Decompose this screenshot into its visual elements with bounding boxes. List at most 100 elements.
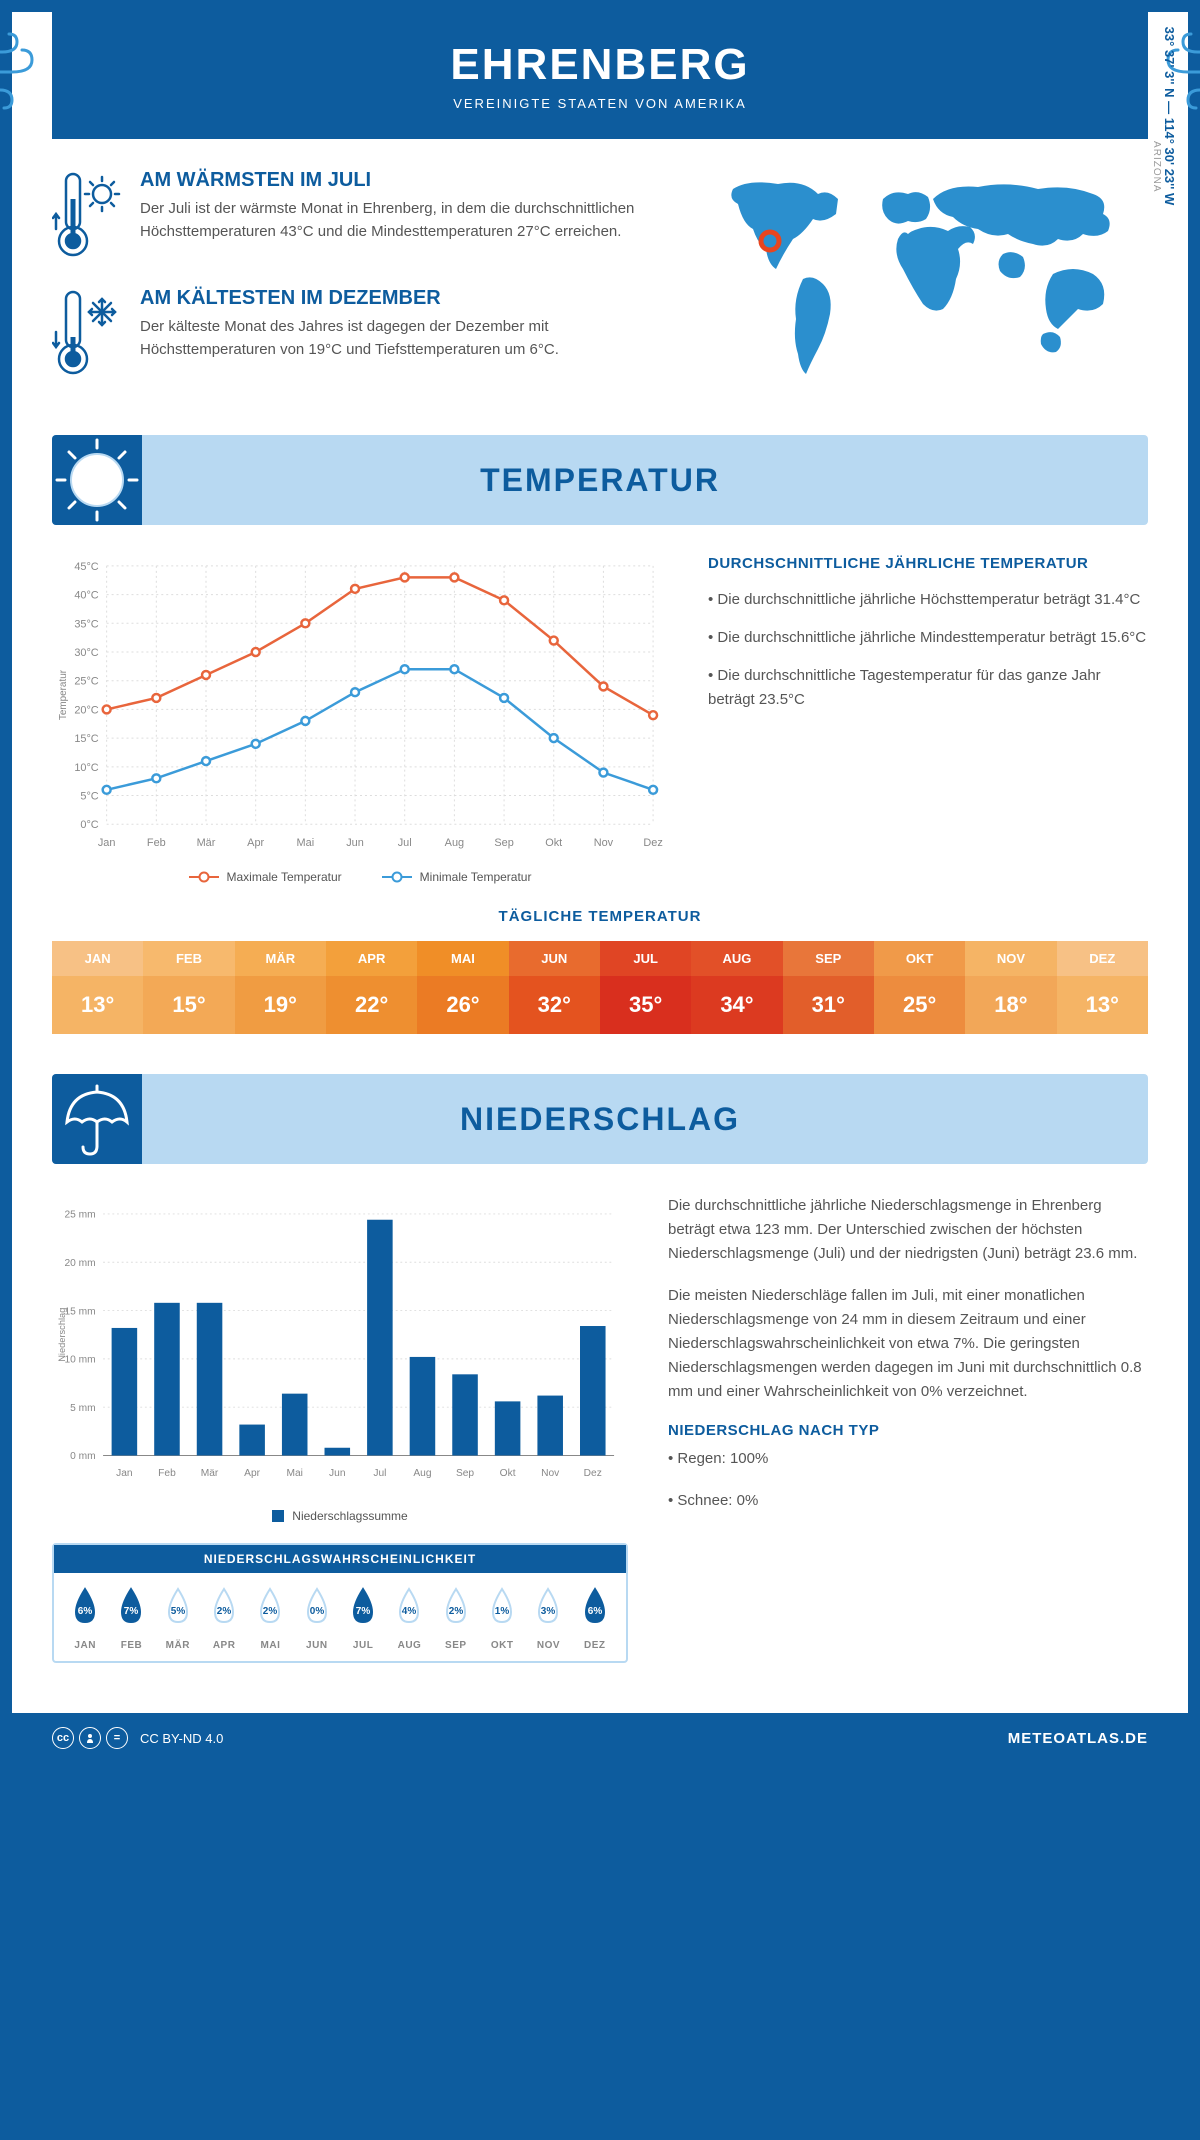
- svg-text:1%: 1%: [495, 1606, 510, 1617]
- prob-cell: 7% JUL: [340, 1587, 386, 1651]
- svg-text:20 mm: 20 mm: [64, 1258, 95, 1269]
- temperature-banner: TEMPERATUR: [52, 435, 1148, 525]
- svg-text:6%: 6%: [588, 1606, 603, 1617]
- prob-cell: 1% OKT: [479, 1587, 525, 1651]
- svg-text:7%: 7%: [356, 1606, 371, 1617]
- footer: cc = CC BY-ND 4.0 METEOATLAS.DE: [12, 1713, 1188, 1763]
- daily-cell: OKT 25°: [874, 941, 965, 1034]
- city-title: EHRENBERG: [72, 40, 1128, 90]
- svg-text:2%: 2%: [263, 1606, 278, 1617]
- svg-text:Aug: Aug: [445, 837, 464, 849]
- svg-text:20°C: 20°C: [74, 704, 98, 716]
- svg-text:0%: 0%: [310, 1606, 325, 1617]
- daily-cell: MÄR 19°: [235, 941, 326, 1034]
- svg-text:Dez: Dez: [584, 1468, 602, 1479]
- svg-text:Apr: Apr: [247, 837, 264, 849]
- svg-text:Aug: Aug: [413, 1468, 431, 1479]
- svg-text:Mai: Mai: [297, 837, 315, 849]
- warmest-text: Der Juli ist der wärmste Monat in Ehrenb…: [140, 198, 668, 243]
- prob-cell: 2% APR: [201, 1587, 247, 1651]
- map-block: ARIZONA 33° 37' 3'' N — 114° 30' 23'' W: [708, 169, 1148, 405]
- prob-cell: 7% FEB: [108, 1587, 154, 1651]
- svg-text:Jan: Jan: [98, 837, 116, 849]
- svg-text:Feb: Feb: [158, 1468, 176, 1479]
- svg-text:25°C: 25°C: [74, 676, 98, 688]
- svg-text:Feb: Feb: [147, 837, 166, 849]
- legend-precip: Niederschlagssumme: [272, 1509, 407, 1523]
- daily-cell: DEZ 13°: [1057, 941, 1148, 1034]
- daily-cell: JUL 35°: [600, 941, 691, 1034]
- svg-text:7%: 7%: [124, 1606, 139, 1617]
- daily-cell: MAI 26°: [417, 941, 508, 1034]
- svg-text:15 mm: 15 mm: [64, 1306, 95, 1317]
- svg-text:25 mm: 25 mm: [64, 1210, 95, 1221]
- precipitation-title: NIEDERSCHLAG: [142, 1101, 1148, 1138]
- coldest-title: AM KÄLTESTEN IM DEZEMBER: [140, 287, 668, 310]
- svg-text:Okt: Okt: [545, 837, 562, 849]
- legend-min: .legend-item:nth-child(2) .legend-line::…: [382, 870, 532, 884]
- svg-text:Nov: Nov: [594, 837, 614, 849]
- world-map: [708, 169, 1148, 399]
- daily-cell: AUG 34°: [691, 941, 782, 1034]
- daily-cell: APR 22°: [326, 941, 417, 1034]
- daily-temperature-grid: JAN 13° FEB 15° MÄR 19° APR 22° MAI 26° …: [52, 941, 1148, 1034]
- coldest-text: Der kälteste Monat des Jahres ist dagege…: [140, 316, 668, 361]
- site-name: METEOATLAS.DE: [1008, 1730, 1148, 1747]
- svg-text:Temperatur: Temperatur: [58, 669, 69, 720]
- svg-text:0 mm: 0 mm: [70, 1451, 96, 1462]
- daily-temp-title: TÄGLICHE TEMPERATUR: [12, 908, 1188, 925]
- header: EHRENBERG VEREINIGTE STAATEN VON AMERIKA: [52, 12, 1148, 139]
- prob-cell: 4% AUG: [386, 1587, 432, 1651]
- country-subtitle: VEREINIGTE STAATEN VON AMERIKA: [72, 96, 1128, 111]
- probability-box: NIEDERSCHLAGSWAHRSCHEINLICHKEIT 6% JAN 7…: [52, 1543, 628, 1663]
- prob-cell: 6% DEZ: [572, 1587, 618, 1651]
- svg-text:5 mm: 5 mm: [70, 1403, 96, 1414]
- thermometer-snow-icon: [52, 287, 122, 377]
- coordinates: 33° 37' 3'' N — 114° 30' 23'' W: [1163, 27, 1178, 206]
- daily-cell: SEP 31°: [783, 941, 874, 1034]
- svg-text:Okt: Okt: [500, 1468, 516, 1479]
- prob-cell: 3% NOV: [525, 1587, 571, 1651]
- svg-text:Mär: Mär: [201, 1468, 219, 1479]
- daily-cell: JUN 32°: [509, 941, 600, 1034]
- svg-text:Sep: Sep: [494, 837, 513, 849]
- wind-icon-left: [0, 32, 52, 112]
- svg-text:15°C: 15°C: [74, 733, 98, 745]
- svg-text:Mai: Mai: [286, 1468, 302, 1479]
- precipitation-info: Die durchschnittliche jährliche Niedersc…: [668, 1194, 1148, 1663]
- svg-text:35°C: 35°C: [74, 618, 98, 630]
- precipitation-banner: NIEDERSCHLAG: [52, 1074, 1148, 1164]
- svg-text:3%: 3%: [541, 1606, 556, 1617]
- legend-max: .legend-item:nth-child(1) .legend-line::…: [189, 870, 342, 884]
- prob-cell: 2% SEP: [433, 1587, 479, 1651]
- svg-text:Apr: Apr: [244, 1468, 260, 1479]
- svg-text:Jun: Jun: [329, 1468, 346, 1479]
- svg-text:5°C: 5°C: [80, 790, 98, 802]
- svg-text:10 mm: 10 mm: [64, 1355, 95, 1366]
- svg-text:Jun: Jun: [346, 837, 364, 849]
- svg-text:Niederschlag: Niederschlag: [57, 1308, 67, 1362]
- svg-text:Jan: Jan: [116, 1468, 133, 1479]
- temperature-title: TEMPERATUR: [142, 462, 1148, 499]
- precipitation-chart: 0 mm 5 mm 10 mm 15 mm 20 mm 25 mm Jan Feb Mär Apr…: [52, 1194, 628, 1494]
- daily-cell: JAN 13°: [52, 941, 143, 1034]
- daily-cell: NOV 18°: [965, 941, 1056, 1034]
- umbrella-icon: [52, 1074, 142, 1164]
- svg-text:Jul: Jul: [398, 837, 412, 849]
- daily-cell: FEB 15°: [143, 941, 234, 1034]
- svg-text:40°C: 40°C: [74, 590, 98, 602]
- prob-cell: 6% JAN: [62, 1587, 108, 1651]
- prob-cell: 0% JUN: [294, 1587, 340, 1651]
- warmest-block: AM WÄRMSTEN IM JULI Der Juli ist der wär…: [52, 169, 668, 259]
- prob-cell: 5% MÄR: [155, 1587, 201, 1651]
- license-text: CC BY-ND 4.0: [140, 1731, 223, 1746]
- svg-text:30°C: 30°C: [74, 647, 98, 659]
- svg-text:Dez: Dez: [643, 837, 662, 849]
- sun-icon: [47, 430, 147, 530]
- svg-text:Nov: Nov: [541, 1468, 560, 1479]
- prob-cell: 2% MAI: [247, 1587, 293, 1651]
- svg-text:2%: 2%: [217, 1606, 232, 1617]
- svg-text:2%: 2%: [449, 1606, 464, 1617]
- svg-text:45°C: 45°C: [74, 561, 98, 573]
- warmest-title: AM WÄRMSTEN IM JULI: [140, 169, 668, 192]
